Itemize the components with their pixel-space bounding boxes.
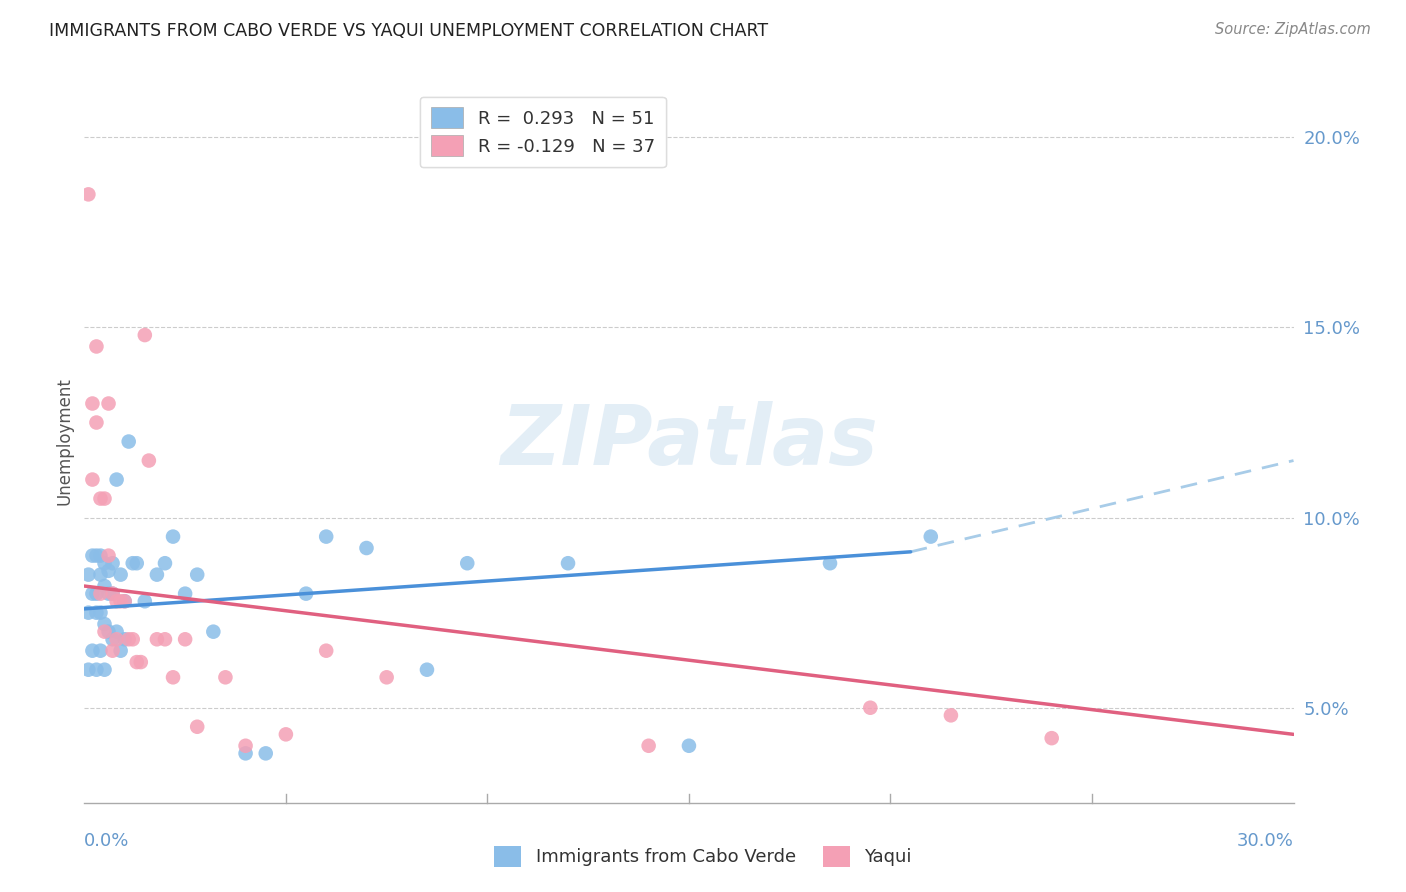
Point — [818, 556, 841, 570]
Legend: R =  0.293   N = 51, R = -0.129   N = 37: R = 0.293 N = 51, R = -0.129 N = 37 — [420, 96, 665, 167]
Point — [146, 632, 169, 647]
Point — [118, 632, 141, 647]
Point — [146, 567, 169, 582]
Point — [77, 567, 100, 582]
Point — [186, 567, 208, 582]
Point — [174, 587, 197, 601]
Point — [105, 473, 128, 487]
Point — [89, 606, 111, 620]
Point — [97, 549, 120, 563]
Point — [129, 655, 152, 669]
Point — [86, 416, 108, 430]
Point — [93, 491, 115, 506]
Point — [97, 564, 120, 578]
Point — [174, 632, 197, 647]
Text: 0.0%: 0.0% — [84, 831, 129, 850]
Point — [295, 587, 318, 601]
Point — [97, 624, 120, 639]
Point — [101, 587, 124, 601]
Point — [86, 587, 108, 601]
Point — [114, 632, 136, 647]
Point — [89, 643, 111, 657]
Point — [162, 670, 184, 684]
Point — [89, 587, 111, 601]
Point — [121, 632, 143, 647]
Point — [101, 587, 124, 601]
Point — [121, 556, 143, 570]
Point — [118, 434, 141, 449]
Point — [456, 556, 478, 570]
Point — [89, 491, 111, 506]
Point — [637, 739, 659, 753]
Point — [1040, 731, 1063, 746]
Point — [315, 643, 337, 657]
Point — [356, 541, 378, 555]
Point — [82, 549, 104, 563]
Point — [375, 670, 398, 684]
Text: 30.0%: 30.0% — [1237, 831, 1294, 850]
Point — [125, 556, 148, 570]
Point — [105, 624, 128, 639]
Point — [93, 663, 115, 677]
Point — [93, 556, 115, 570]
Point — [93, 579, 115, 593]
Point — [153, 632, 176, 647]
Point — [77, 663, 100, 677]
Point — [416, 663, 439, 677]
Point — [101, 643, 124, 657]
Point — [134, 328, 156, 343]
Point — [101, 632, 124, 647]
Text: Source: ZipAtlas.com: Source: ZipAtlas.com — [1215, 22, 1371, 37]
Point — [920, 530, 942, 544]
Point — [77, 187, 100, 202]
Point — [93, 617, 115, 632]
Point — [138, 453, 160, 467]
Point — [859, 700, 882, 714]
Point — [153, 556, 176, 570]
Point — [97, 396, 120, 410]
Point — [86, 549, 108, 563]
Point — [89, 549, 111, 563]
Point — [134, 594, 156, 608]
Point — [125, 655, 148, 669]
Point — [254, 747, 277, 761]
Point — [86, 663, 108, 677]
Point — [82, 587, 104, 601]
Point — [557, 556, 579, 570]
Point — [678, 739, 700, 753]
Point — [86, 606, 108, 620]
Point — [89, 567, 111, 582]
Point — [162, 530, 184, 544]
Point — [82, 643, 104, 657]
Text: IMMIGRANTS FROM CABO VERDE VS YAQUI UNEMPLOYMENT CORRELATION CHART: IMMIGRANTS FROM CABO VERDE VS YAQUI UNEM… — [49, 22, 768, 40]
Point — [274, 727, 297, 741]
Point — [105, 632, 128, 647]
Point — [93, 624, 115, 639]
Point — [235, 739, 257, 753]
Point — [214, 670, 236, 684]
Point — [110, 567, 132, 582]
Y-axis label: Unemployment: Unemployment — [55, 377, 73, 506]
Point — [110, 594, 132, 608]
Point — [77, 606, 100, 620]
Point — [82, 396, 104, 410]
Point — [114, 594, 136, 608]
Point — [315, 530, 337, 544]
Point — [82, 473, 104, 487]
Point — [86, 339, 108, 353]
Point — [114, 594, 136, 608]
Legend: Immigrants from Cabo Verde, Yaqui: Immigrants from Cabo Verde, Yaqui — [486, 838, 920, 874]
Point — [105, 594, 128, 608]
Point — [101, 556, 124, 570]
Point — [235, 747, 257, 761]
Point — [97, 587, 120, 601]
Text: ZIPatlas: ZIPatlas — [501, 401, 877, 482]
Point — [202, 624, 225, 639]
Point — [186, 720, 208, 734]
Point — [939, 708, 962, 723]
Point — [110, 643, 132, 657]
